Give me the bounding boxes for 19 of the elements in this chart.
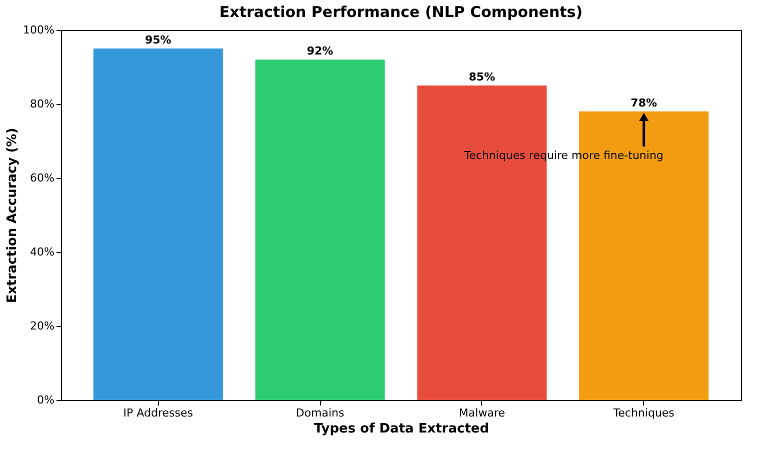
x-tick-label: Techniques: [612, 406, 675, 420]
y-tick-label: 40%: [30, 246, 54, 258]
data-label: 95%: [144, 34, 172, 46]
y-tick-label: 0%: [37, 394, 54, 406]
y-tick-label: 100%: [23, 24, 54, 36]
y-axis-title: Extraction Accuracy (%): [5, 128, 20, 304]
data-label: 78%: [630, 96, 658, 110]
x-tick-label: Domains: [296, 406, 345, 420]
y-tick-label: 60%: [30, 172, 54, 184]
x-axis-title: Types of Data Extracted: [314, 422, 490, 436]
chart-title: Extraction Performance (NLP Components): [219, 3, 583, 21]
y-tick-label: 20%: [30, 320, 54, 332]
data-label: 92%: [306, 44, 334, 58]
x-tick-label: IP Addresses: [123, 406, 194, 420]
bar: [255, 60, 385, 400]
data-label: 85%: [468, 70, 496, 84]
bar: [93, 48, 223, 400]
x-tick-label: Malware: [458, 406, 506, 420]
y-tick-label: 80%: [30, 98, 54, 110]
